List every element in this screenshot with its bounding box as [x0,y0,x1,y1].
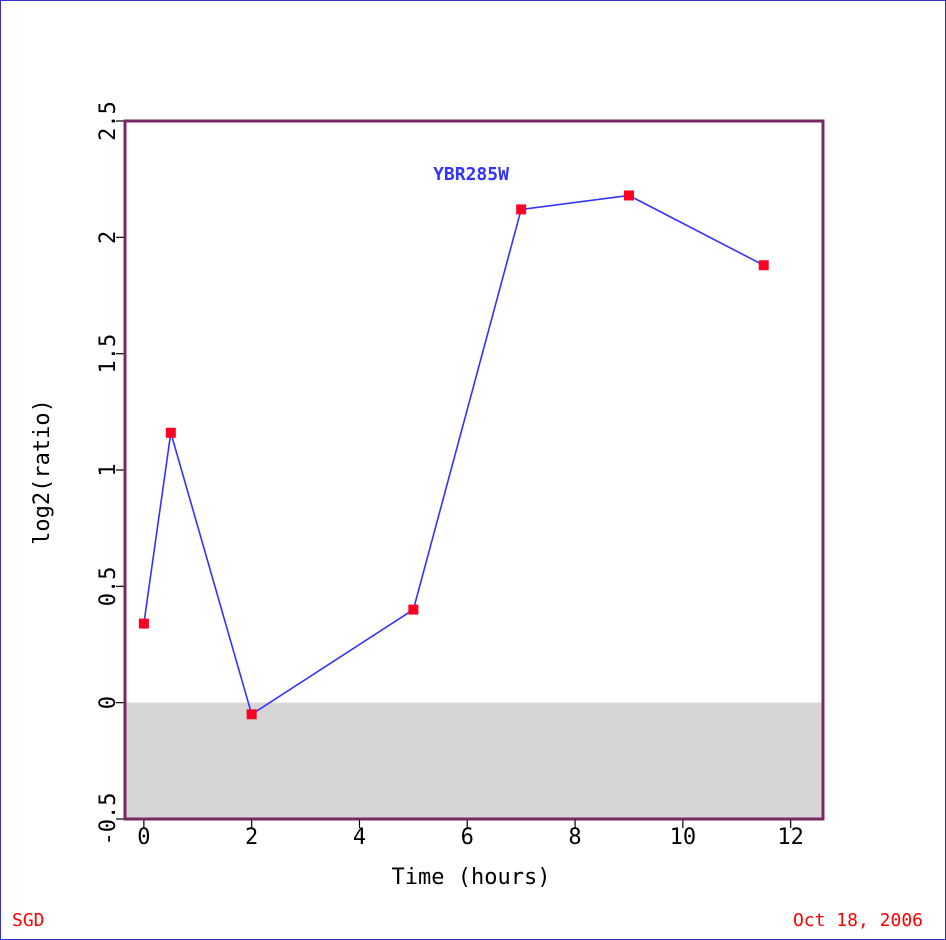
footer-source: SGD [12,910,45,931]
x-tick-label: 0 [137,825,150,850]
x-tick-label: 6 [461,825,474,850]
x-axis-ticks: 0 2 4 6 8 10 12 [137,819,804,850]
x-tick-label: 10 [670,825,697,850]
x-tick-label: 2 [245,825,258,850]
data-point [516,204,527,215]
data-point [246,709,257,720]
y-tick-label: 2.5 [96,101,121,141]
chart-title: YBR285W [433,164,509,185]
y-axis-ticks: -0.5 0 0.5 1 1.5 2 2.5 [96,101,125,845]
negative-region-band [125,702,823,819]
data-point [138,618,149,629]
y-axis-label: log2(ratio) [30,399,55,545]
data-point [623,190,634,201]
x-axis-label: Time (hours) [392,865,551,890]
y-tick-label: 1.5 [96,334,121,374]
y-tick-label: 0.5 [96,566,121,606]
x-tick-label: 8 [568,825,581,850]
x-tick-label: 4 [353,825,366,850]
footer-date: Oct 18, 2006 [792,910,923,931]
data-point [758,260,769,271]
y-tick-label: 2 [96,231,121,244]
y-tick-label: -0.5 [96,793,121,846]
y-tick-label: 1 [96,463,121,476]
series-layer [138,190,769,720]
x-tick-label: 12 [777,825,804,850]
plot-frame [123,119,825,821]
data-point [408,604,419,615]
data-point [165,427,176,438]
y-tick-label: 0 [96,696,121,709]
